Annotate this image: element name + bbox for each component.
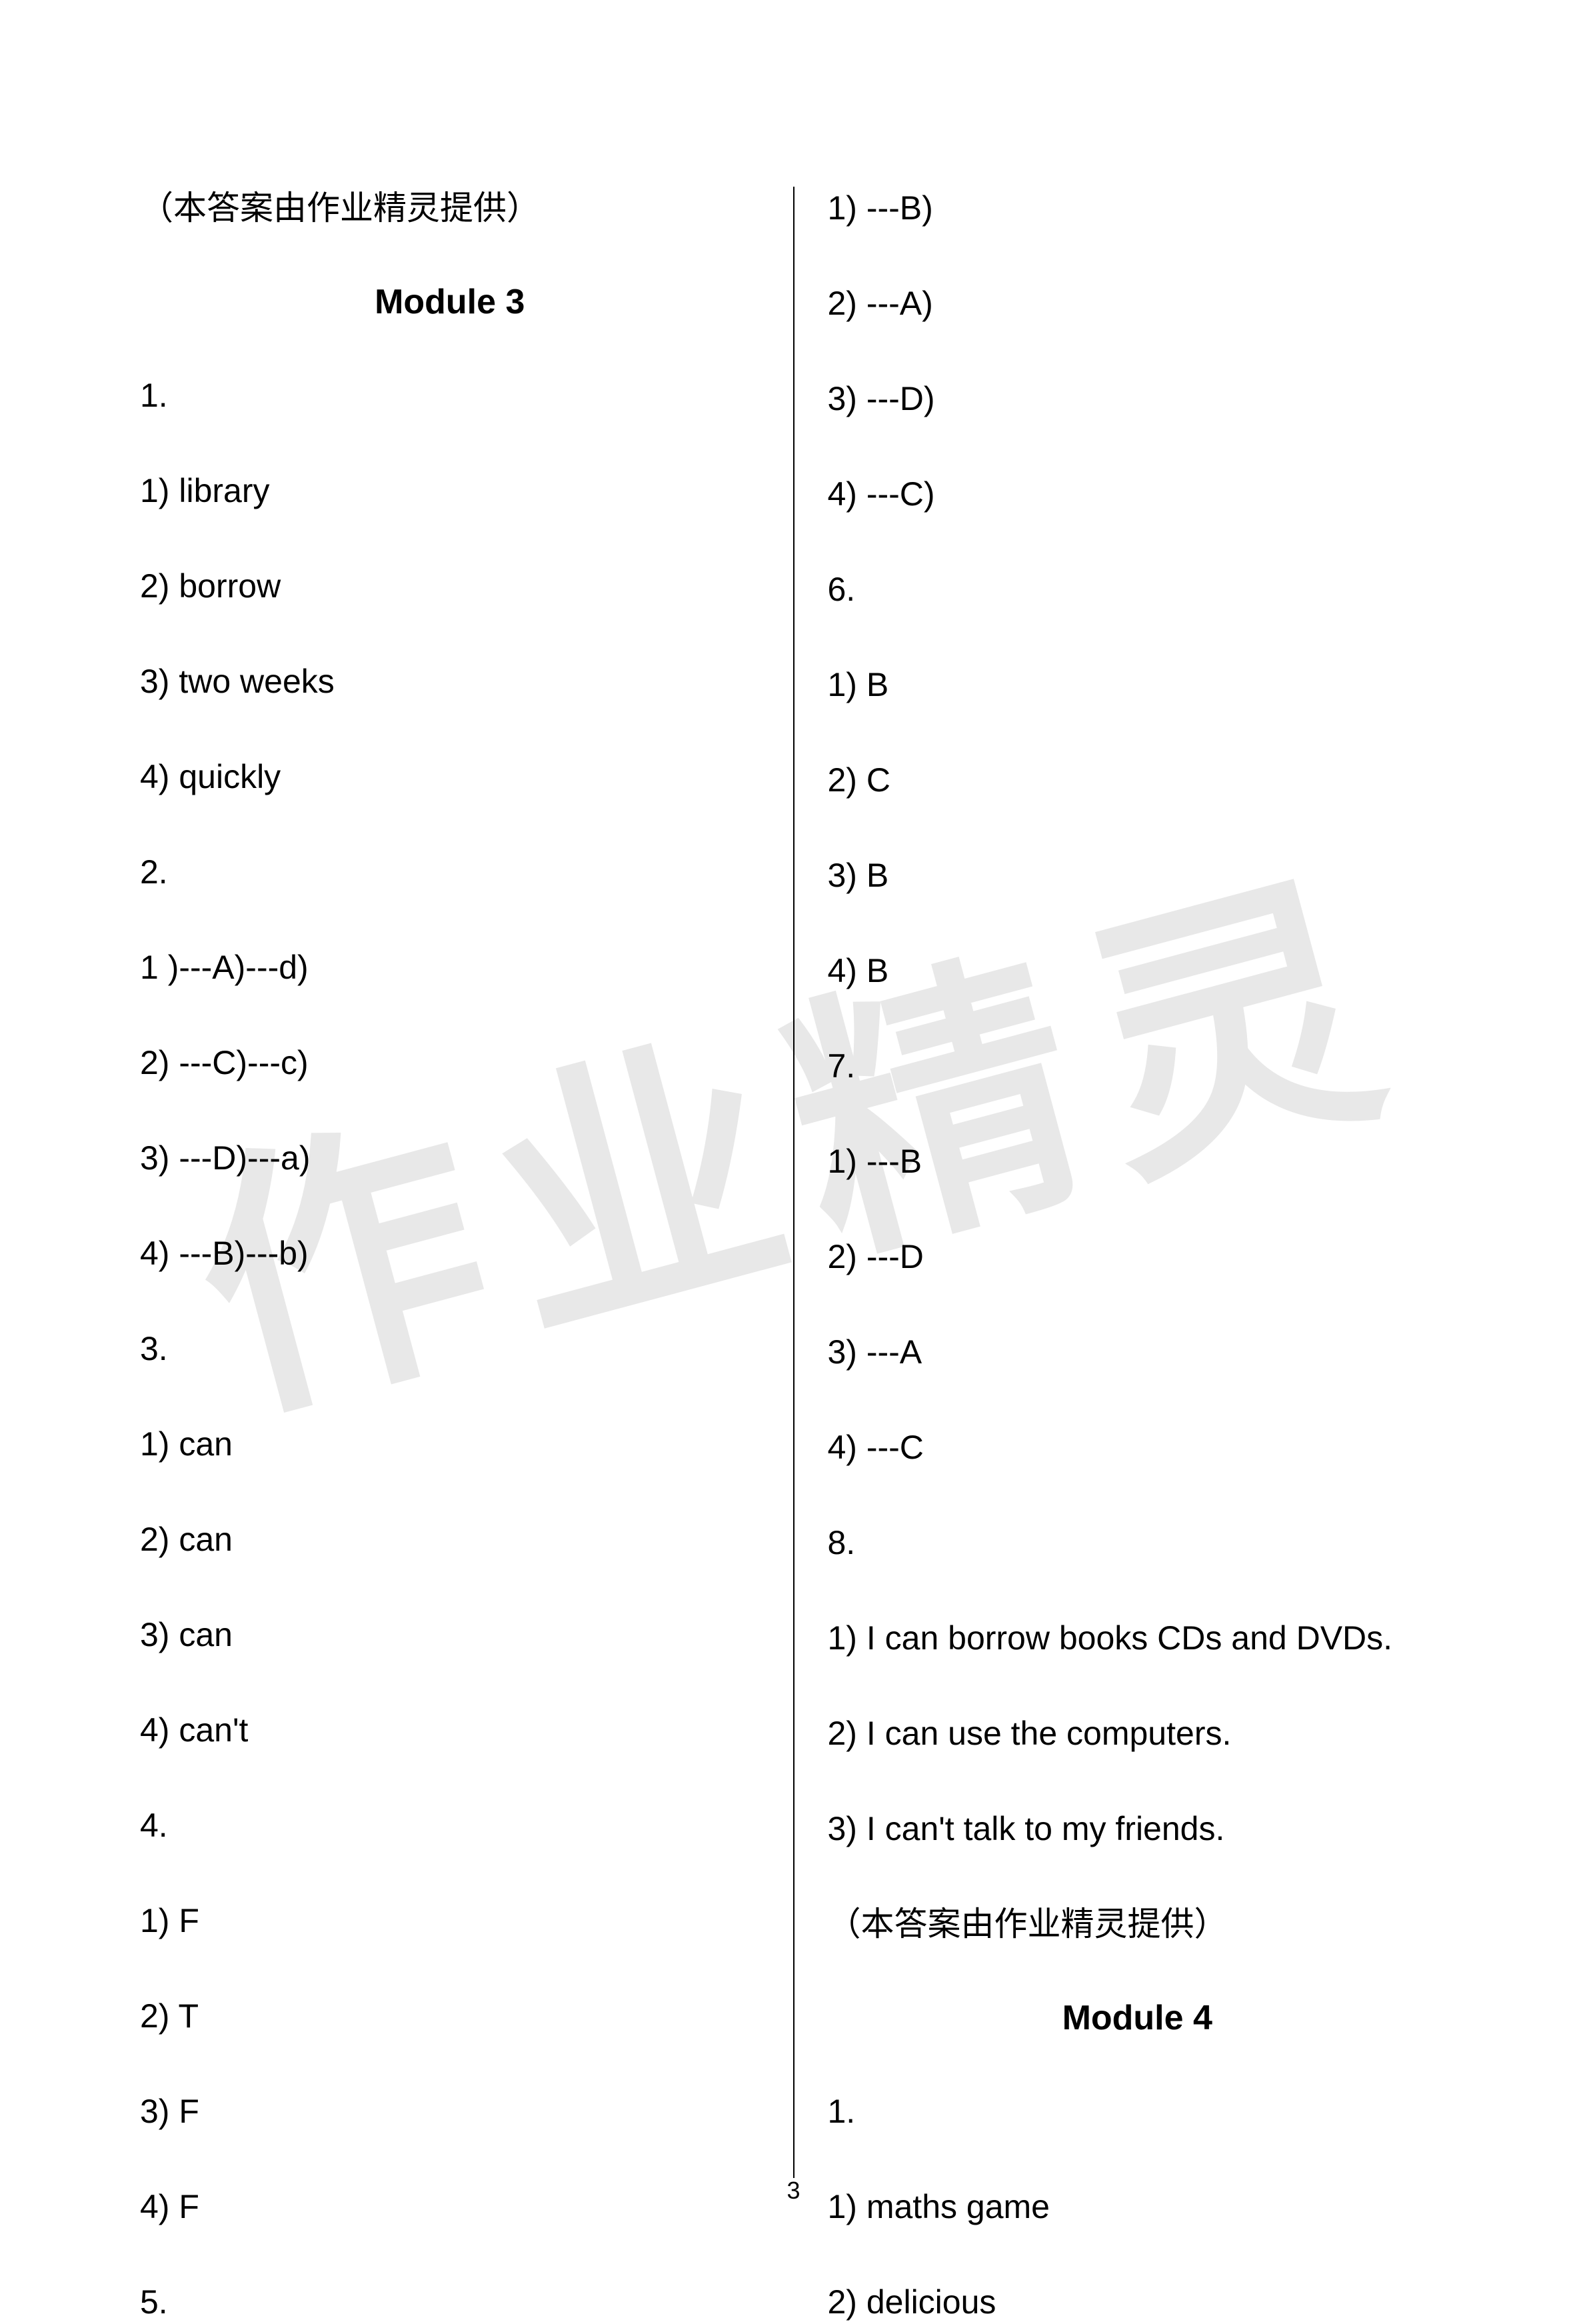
answer-line: 2) I can use the computers. <box>828 1712 1448 1755</box>
answer-line: 1) maths game <box>828 2185 1448 2229</box>
answer-line: 2) ---C)---c) <box>140 1041 760 1085</box>
answer-line: 4) ---C <box>828 1426 1448 1469</box>
answer-line: 3) ---D) <box>828 377 1448 421</box>
attribution-text: （本答案由作业精灵提供） <box>828 1903 1448 1946</box>
page-content: （本答案由作业精灵提供） Module 3 1. 1) library 2) b… <box>0 0 1587 2245</box>
answer-line: 2) T <box>140 1995 760 2038</box>
answer-line: 2) delicious <box>828 2281 1448 2324</box>
answer-line: 1) ---B <box>828 1140 1448 1183</box>
answer-line: 5. <box>140 2281 760 2324</box>
module-heading: Module 3 <box>140 282 760 322</box>
answer-line: 3. <box>140 1327 760 1371</box>
answer-line: 2) borrow <box>140 565 760 608</box>
answer-line: 4) can't <box>140 1709 760 1752</box>
left-column: （本答案由作业精灵提供） Module 3 1. 1) library 2) b… <box>140 187 793 2178</box>
answer-line: 2. <box>140 851 760 894</box>
module-heading: Module 4 <box>828 1998 1448 2038</box>
answer-line: 1) B <box>828 663 1448 707</box>
answer-line: 6. <box>828 568 1448 611</box>
answer-line: 1 )---A)---d) <box>140 946 760 989</box>
answer-line: 7. <box>828 1045 1448 1088</box>
answer-line: 1. <box>828 2090 1448 2133</box>
answer-line: 1) ---B) <box>828 187 1448 230</box>
answer-line: 4) F <box>140 2185 760 2229</box>
answer-line: 3) B <box>828 854 1448 897</box>
answer-line: 4) B <box>828 949 1448 993</box>
answer-line: 1) library <box>140 469 760 513</box>
answer-line: 3) F <box>140 2090 760 2133</box>
answer-line: 2) ---A) <box>828 282 1448 325</box>
answer-line: 1. <box>140 374 760 417</box>
page-number: 3 <box>787 2177 800 2205</box>
answer-line: 4) quickly <box>140 755 760 799</box>
answer-line: 2) can <box>140 1518 760 1561</box>
answer-line: 3) ---D)---a) <box>140 1137 760 1180</box>
answer-line: 1) I can borrow books CDs and DVDs. <box>828 1617 1448 1660</box>
answer-line: 3) ---A <box>828 1331 1448 1374</box>
right-column: 1) ---B) 2) ---A) 3) ---D) 4) ---C) 6. 1… <box>793 187 1448 2178</box>
answer-line: 3) can <box>140 1613 760 1657</box>
answer-line: 4) ---C) <box>828 473 1448 516</box>
answer-line: 4) ---B)---b) <box>140 1232 760 1275</box>
answer-line: 1) can <box>140 1423 760 1466</box>
attribution-text: （本答案由作业精灵提供） <box>140 187 760 230</box>
answer-line: 4. <box>140 1804 760 1847</box>
answer-line: 2) ---D <box>828 1235 1448 1279</box>
answer-line: 1) F <box>140 1899 760 1943</box>
answer-line: 2) C <box>828 759 1448 802</box>
answer-line: 3) I can't talk to my friends. <box>828 1807 1448 1851</box>
answer-line: 3) two weeks <box>140 660 760 703</box>
answer-line: 8. <box>828 1521 1448 1565</box>
